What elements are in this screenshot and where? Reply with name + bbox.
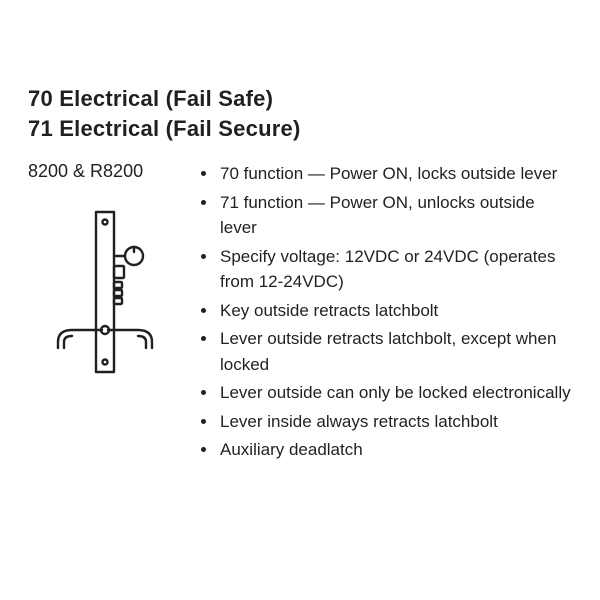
lock-diagram [38, 202, 158, 387]
list-item: Key outside retracts latchbolt [218, 298, 572, 324]
document-page: 70 Electrical (Fail Safe) 71 Electrical … [0, 0, 600, 600]
content-row: 8200 & R8200 [28, 161, 572, 466]
list-item: Auxiliary deadlatch [218, 437, 572, 463]
title-line-2: 71 Electrical (Fail Secure) [28, 114, 572, 144]
list-item: Lever outside can only be locked electro… [218, 380, 572, 406]
right-column: 70 function — Power ON, locks outside le… [198, 161, 572, 466]
list-item: Lever inside always retracts latchbolt [218, 409, 572, 435]
mortise-lock-icon [38, 202, 158, 382]
list-item: Lever outside retracts latchbolt, except… [218, 326, 572, 377]
model-subhead: 8200 & R8200 [28, 161, 143, 182]
list-item: 70 function — Power ON, locks outside le… [218, 161, 572, 187]
list-item: Specify voltage: 12VDC or 24VDC (operate… [218, 244, 572, 295]
title-block: 70 Electrical (Fail Safe) 71 Electrical … [28, 84, 572, 143]
list-item: 71 function — Power ON, unlocks outside … [218, 190, 572, 241]
title-line-1: 70 Electrical (Fail Safe) [28, 84, 572, 114]
feature-list: 70 function — Power ON, locks outside le… [198, 161, 572, 463]
left-column: 8200 & R8200 [28, 161, 198, 387]
